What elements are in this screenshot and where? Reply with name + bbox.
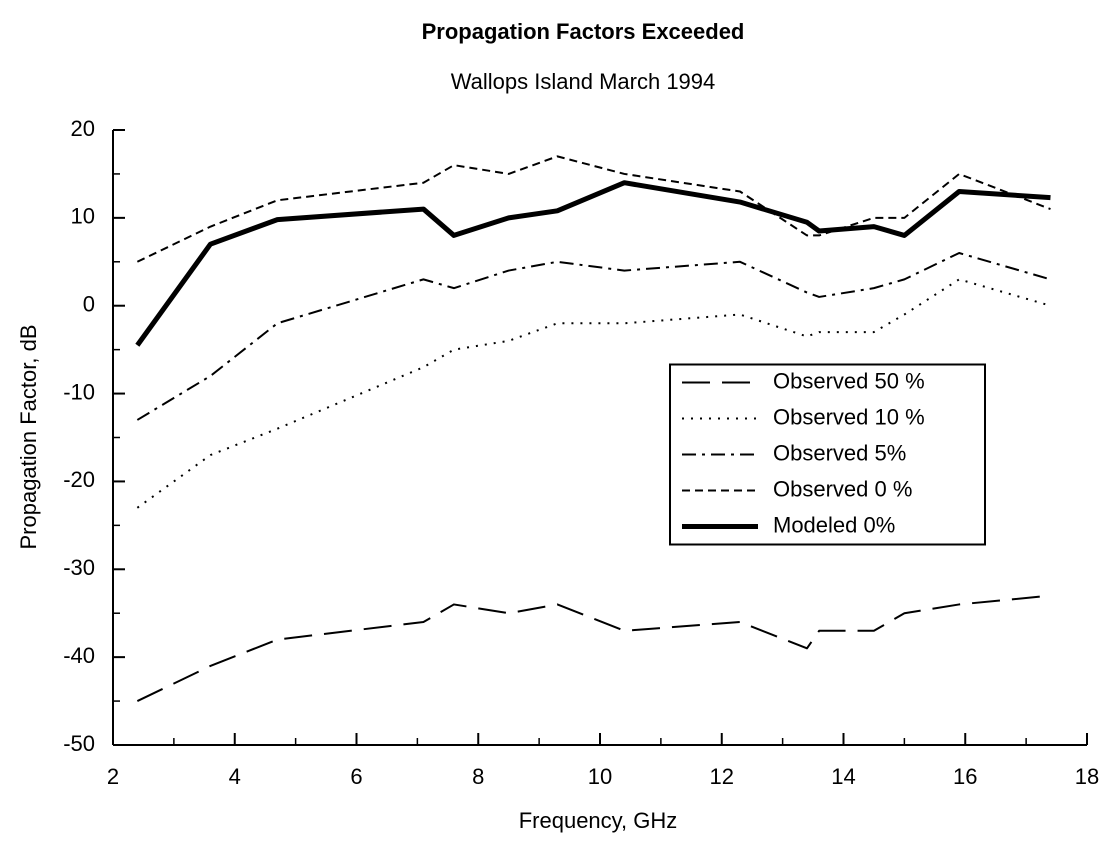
y-tick-label: -50 bbox=[63, 731, 95, 756]
legend-label: Observed 10 % bbox=[773, 404, 925, 429]
y-tick-label: -30 bbox=[63, 555, 95, 580]
x-tick-label: 4 bbox=[229, 764, 241, 789]
x-tick-label: 12 bbox=[710, 764, 734, 789]
x-tick-label: 10 bbox=[588, 764, 612, 789]
y-axis-label: Propagation Factor, dB bbox=[16, 324, 41, 549]
y-tick-label: -10 bbox=[63, 379, 95, 404]
chart-subtitle: Wallops Island March 1994 bbox=[451, 69, 716, 94]
y-tick-label: 0 bbox=[83, 292, 95, 317]
x-tick-label: 16 bbox=[953, 764, 977, 789]
x-axis-label: Frequency, GHz bbox=[519, 808, 678, 833]
series-line bbox=[135, 180, 1051, 347]
x-tick-label: 8 bbox=[472, 764, 484, 789]
legend-label: Observed 50 % bbox=[773, 368, 925, 393]
legend-label: Observed 0 % bbox=[773, 476, 912, 501]
series-line bbox=[136, 594, 1051, 702]
x-tick-label: 14 bbox=[831, 764, 855, 789]
chart-title: Propagation Factors Exceeded bbox=[422, 19, 745, 44]
y-tick-label: 20 bbox=[71, 116, 95, 141]
y-tick-label: -40 bbox=[63, 643, 95, 668]
series-line bbox=[136, 155, 1051, 263]
y-tick-label: -20 bbox=[63, 467, 95, 492]
series-line bbox=[136, 252, 1051, 421]
legend-label: Modeled 0% bbox=[773, 512, 895, 537]
x-tick-label: 6 bbox=[350, 764, 362, 789]
x-tick-label: 18 bbox=[1075, 764, 1099, 789]
legend-label: Observed 5% bbox=[773, 440, 906, 465]
x-tick-label: 2 bbox=[107, 764, 119, 789]
y-tick-label: 10 bbox=[71, 204, 95, 229]
